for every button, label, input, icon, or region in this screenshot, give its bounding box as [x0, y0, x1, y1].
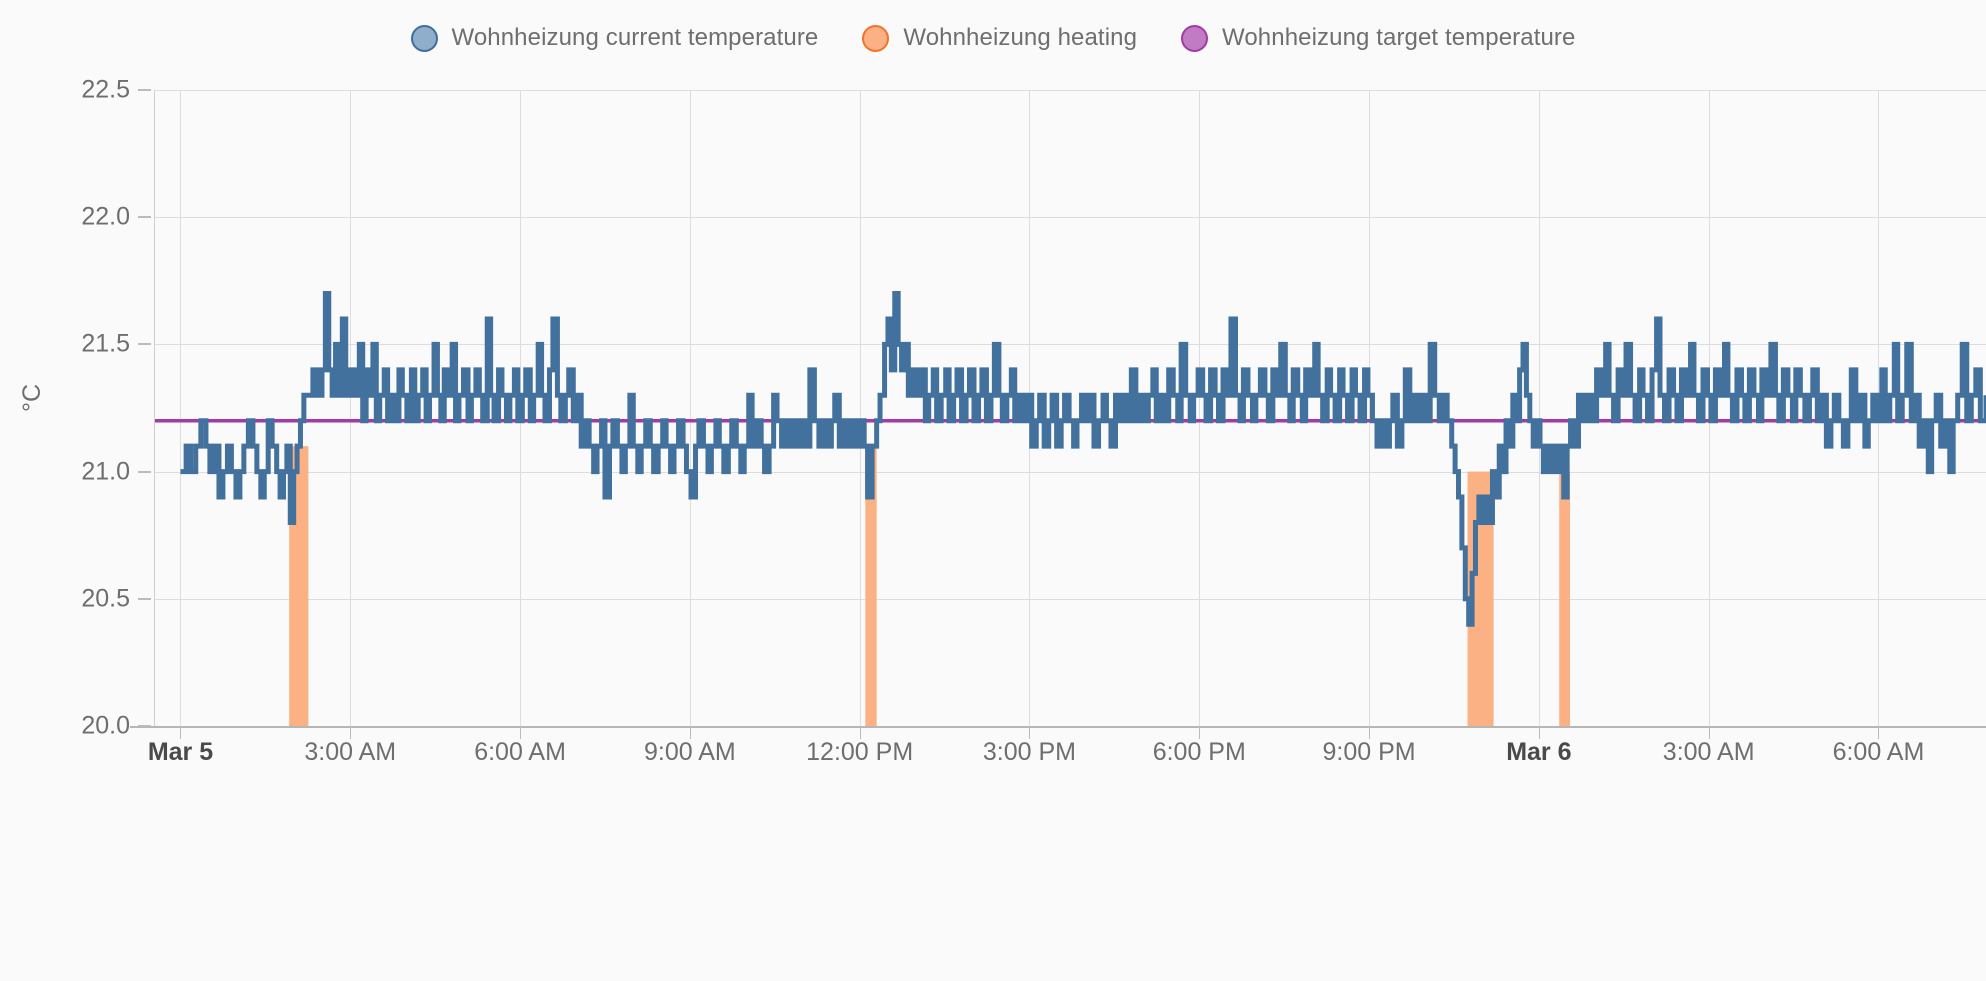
- x-tick-label: 6:00 PM: [1152, 738, 1246, 766]
- x-tick-label: 3:00 AM: [1662, 738, 1755, 766]
- x-tick-mark: [1708, 726, 1710, 739]
- current-temperature-line: [180, 291, 1986, 627]
- x-tick-label: 6:00 AM: [1832, 738, 1925, 766]
- x-axis-line: [130, 726, 1986, 728]
- gridline-y: [155, 344, 1986, 346]
- legend-item-current_temperature[interactable]: Wohnheizung current temperature: [410, 24, 819, 52]
- gridline-x: [180, 90, 182, 726]
- gridline-y: [155, 217, 1986, 219]
- x-tick-label: Mar 5: [147, 738, 214, 766]
- gridline-y: [155, 90, 1986, 91]
- legend-item-target_temperature[interactable]: Wohnheizung target temperature: [1181, 24, 1575, 52]
- y-tick-mark: [138, 343, 151, 346]
- x-tick-label: 9:00 PM: [1322, 738, 1416, 766]
- x-tick-label: 9:00 AM: [643, 738, 736, 766]
- plot-wrapper: °C 22.5 22.0 21.5 21.0 20.5 20.0 Mar 5 3:00 AM…: [0, 76, 1986, 981]
- y-tick-label: 22.5: [81, 75, 130, 104]
- y-tick-mark: [138, 89, 151, 91]
- x-tick-mark: [180, 726, 182, 739]
- circle-marker-icon: [410, 24, 438, 52]
- x-tick-mark: [859, 726, 861, 739]
- x-tick-label: Mar 6: [1506, 738, 1572, 766]
- circle-marker-icon: [1181, 24, 1209, 52]
- y-tick-mark: [138, 597, 151, 600]
- gridline-y: [155, 598, 1986, 600]
- x-tick-label: 3:00 PM: [982, 738, 1077, 766]
- y-tick-label: 20.0: [81, 711, 130, 740]
- gridline-x: [350, 90, 352, 726]
- circle-marker-icon: [862, 24, 890, 52]
- heating-band: [1559, 471, 1570, 726]
- y-tick-label: 21.5: [81, 329, 130, 358]
- y-tick-label: 22.0: [81, 202, 130, 231]
- series-current-temperature: [180, 291, 1986, 627]
- x-tick-mark: [1878, 726, 1880, 739]
- legend-label: Wohnheizung target temperature: [1222, 24, 1576, 51]
- x-tick-label: 12:00 PM: [806, 738, 914, 766]
- x-tick-label: 3:00 AM: [304, 738, 397, 766]
- legend-label: Wohnheizung current temperature: [451, 24, 819, 51]
- gridline-x: [1369, 90, 1371, 726]
- gridline-x: [1538, 90, 1540, 726]
- x-tick-mark: [689, 726, 691, 739]
- x-tick-mark: [1199, 726, 1201, 739]
- y-tick-label: 20.5: [81, 584, 130, 613]
- y-axis-label: °C: [18, 383, 46, 412]
- x-tick-mark: [1029, 726, 1031, 739]
- heating-band: [865, 446, 877, 726]
- x-tick-mark: [1538, 726, 1540, 739]
- x-tick-label: 6:00 AM: [474, 738, 566, 766]
- x-tick-mark: [1369, 726, 1371, 739]
- gridline-y: [155, 471, 1986, 473]
- gridline-x: [689, 90, 691, 726]
- plot-area: [155, 90, 1986, 726]
- x-tick-mark: [350, 726, 352, 739]
- chart-legend: Wohnheizung current temperature Wohnheizu…: [0, 0, 1986, 76]
- y-tick-mark: [138, 470, 151, 473]
- x-tick-mark: [520, 726, 522, 739]
- gridline-x: [859, 90, 861, 726]
- y-tick-label: 21.0: [81, 457, 130, 486]
- y-tick-mark: [138, 216, 151, 219]
- gridline-x: [1199, 90, 1201, 726]
- y-tick-mark: [138, 725, 151, 727]
- legend-label: Wohnheizung heating: [903, 24, 1138, 51]
- legend-item-heating[interactable]: Wohnheizung heating: [862, 24, 1137, 52]
